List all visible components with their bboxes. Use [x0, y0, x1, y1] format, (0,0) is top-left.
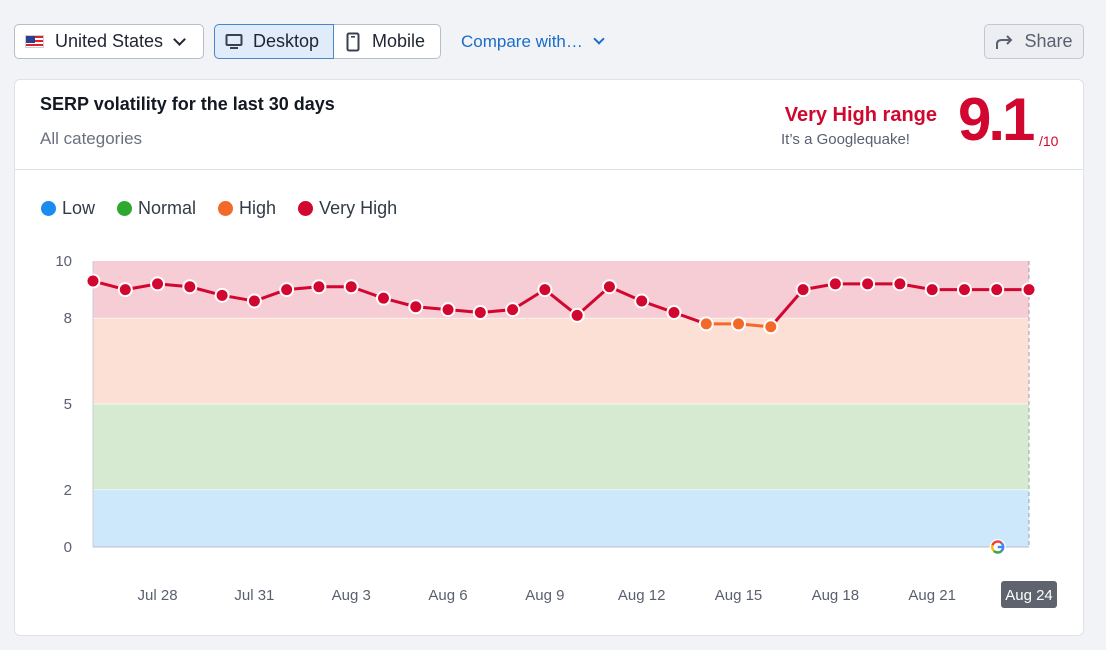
- mobile-label: Mobile: [372, 31, 426, 51]
- volatility-chart: 0 2 5 8 10 Jul 28 Jul 31 Aug 3 Aug 6 Aug 9 Aug 12 A…: [55, 253, 1057, 608]
- band-normal: [93, 404, 1029, 490]
- legend-high[interactable]: High: [218, 198, 276, 219]
- legend-high-label: High: [239, 198, 277, 218]
- legend-very-high-dot: [298, 201, 314, 216]
- data-point: [311, 279, 327, 295]
- country-select[interactable]: United States: [14, 24, 204, 59]
- phone-icon: [346, 32, 360, 51]
- data-point: [569, 307, 585, 323]
- data-point: [892, 276, 908, 292]
- data-point: [763, 319, 779, 335]
- x-tick-label: Aug 24: [1005, 587, 1053, 604]
- data-point: [860, 276, 876, 292]
- band-high: [93, 318, 1029, 404]
- data-point: [505, 302, 521, 318]
- y-tick-label: 5: [64, 396, 72, 413]
- data-point: [989, 282, 1005, 298]
- desktop-button[interactable]: Desktop: [214, 24, 334, 59]
- x-tick-label: Aug 21: [908, 587, 956, 604]
- data-point: [472, 304, 488, 320]
- data-point: [537, 282, 553, 298]
- x-tick-label: Aug 3: [332, 587, 371, 604]
- volatility-card: SERP volatility for the last 30 days All…: [14, 79, 1084, 636]
- data-point: [827, 276, 843, 292]
- legend-low-label: Low: [62, 198, 96, 218]
- data-point: [85, 273, 101, 289]
- data-point: [956, 282, 972, 298]
- band-low: [93, 489, 1029, 547]
- data-point: [214, 287, 230, 303]
- data-point: [1021, 282, 1037, 298]
- series-line-segment: [769, 288, 805, 329]
- x-tick-label: Aug 6: [428, 587, 467, 604]
- x-tick-label: Aug 12: [618, 587, 666, 604]
- data-point: [795, 282, 811, 298]
- chevron-down-icon: [173, 32, 186, 46]
- data-point: [117, 282, 133, 298]
- score-max: /10: [1039, 133, 1059, 149]
- x-tick-label: Jul 31: [234, 587, 274, 604]
- legend-normal-label: Normal: [138, 198, 197, 218]
- google-update-icon[interactable]: [989, 539, 1006, 555]
- card-header: SERP volatility for the last 30 days All…: [15, 80, 1083, 170]
- y-tick-label: 2: [64, 482, 72, 499]
- data-point: [666, 304, 682, 320]
- device-toggle: Desktop Mobile: [214, 24, 441, 59]
- data-point: [150, 276, 166, 292]
- data-point: [343, 279, 359, 295]
- us-flag-icon: [25, 35, 44, 48]
- data-point: [601, 279, 617, 295]
- country-label: United States: [55, 31, 164, 51]
- share-button[interactable]: Share: [984, 24, 1084, 59]
- card-subtitle: All categories: [40, 129, 143, 148]
- data-point: [182, 279, 198, 295]
- data-point: [698, 316, 714, 332]
- y-tick-label: 0: [64, 539, 72, 556]
- legend-low-dot: [41, 201, 56, 216]
- data-point: [634, 293, 650, 309]
- legend-low[interactable]: Low: [41, 198, 95, 219]
- data-point: [408, 299, 424, 315]
- chart-legend: Low Normal High Very High: [41, 198, 419, 219]
- x-tick-highlight: [1001, 581, 1057, 608]
- y-tick-label: 10: [55, 253, 72, 270]
- band-very-high: [93, 261, 1029, 319]
- data-point: [375, 290, 391, 306]
- x-tick-label: Aug 18: [812, 587, 860, 604]
- compare-label: Compare with…: [461, 31, 583, 51]
- monitor-icon: [225, 33, 243, 49]
- data-point: [924, 282, 940, 298]
- y-tick-label: 8: [64, 310, 72, 327]
- legend-normal[interactable]: Normal: [117, 198, 196, 219]
- legend-very-high[interactable]: Very High: [298, 198, 397, 219]
- data-point: [246, 293, 262, 309]
- toolbar: United States Desktop Mobile Compare wit…: [14, 24, 1084, 59]
- chevron-down-icon: [593, 33, 605, 45]
- data-point: [731, 316, 747, 332]
- desktop-label: Desktop: [253, 31, 320, 51]
- share-arrow-icon: [996, 34, 1013, 49]
- share-label: Share: [1024, 31, 1073, 51]
- legend-normal-dot: [117, 201, 133, 216]
- x-tick-label: Aug 15: [715, 587, 763, 604]
- volatility-score: 9.1: [958, 86, 1035, 153]
- range-description: It’s a Googlequake!: [781, 131, 910, 148]
- data-point: [440, 302, 456, 318]
- data-point: [279, 282, 295, 298]
- mobile-button[interactable]: Mobile: [334, 24, 441, 59]
- x-tick-label: Aug 9: [525, 587, 564, 604]
- legend-very-high-label: Very High: [319, 198, 398, 218]
- range-label: Very High range: [784, 104, 937, 126]
- x-tick-label: Jul 28: [138, 587, 178, 604]
- card-title: SERP volatility for the last 30 days: [40, 94, 335, 114]
- compare-dropdown[interactable]: Compare with…: [461, 24, 605, 59]
- legend-high-dot: [218, 201, 234, 216]
